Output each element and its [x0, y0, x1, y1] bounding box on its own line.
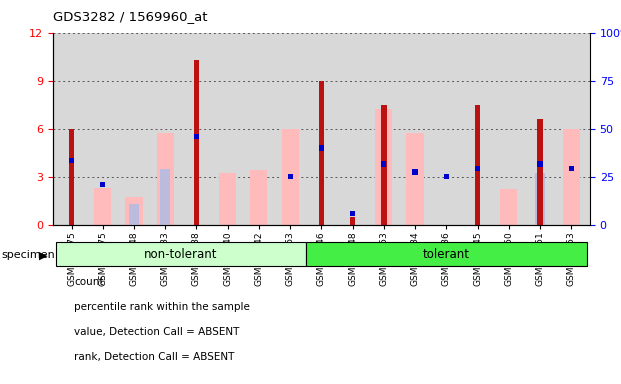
Bar	[563, 129, 580, 225]
Bar	[319, 145, 324, 151]
Bar	[537, 161, 543, 167]
Bar	[69, 158, 74, 164]
Text: value, Detection Call = ABSENT: value, Detection Call = ABSENT	[74, 327, 240, 337]
Bar	[319, 81, 324, 225]
Bar	[569, 166, 574, 171]
Bar	[160, 169, 170, 225]
Bar	[56, 242, 306, 266]
Bar	[500, 189, 517, 225]
Bar	[94, 188, 111, 225]
Bar	[219, 174, 236, 225]
Text: percentile rank within the sample: percentile rank within the sample	[74, 302, 250, 312]
Bar	[125, 197, 143, 225]
Bar	[375, 109, 392, 225]
Text: count: count	[74, 277, 104, 287]
Text: specimen: specimen	[2, 250, 56, 260]
Bar	[306, 242, 587, 266]
Bar	[381, 105, 387, 225]
Bar	[475, 105, 480, 225]
Bar	[69, 129, 75, 225]
Text: non-tolerant: non-tolerant	[144, 248, 217, 261]
Bar	[250, 170, 268, 225]
Text: ▶: ▶	[39, 250, 48, 260]
Bar	[381, 161, 386, 167]
Bar	[412, 169, 418, 175]
Bar	[281, 129, 299, 225]
Text: rank, Detection Call = ABSENT: rank, Detection Call = ABSENT	[74, 352, 235, 362]
Bar	[475, 166, 480, 171]
Bar	[407, 134, 424, 225]
Bar	[156, 134, 174, 225]
Bar	[288, 174, 292, 179]
Bar	[194, 134, 199, 139]
Bar	[537, 119, 543, 225]
Bar	[444, 174, 449, 179]
Text: GDS3282 / 1569960_at: GDS3282 / 1569960_at	[53, 10, 207, 23]
Bar	[129, 204, 138, 225]
Bar	[100, 182, 106, 187]
Bar	[350, 217, 355, 225]
Text: tolerant: tolerant	[423, 248, 470, 261]
Bar	[350, 211, 355, 216]
Bar	[194, 60, 199, 225]
Bar	[535, 174, 545, 225]
